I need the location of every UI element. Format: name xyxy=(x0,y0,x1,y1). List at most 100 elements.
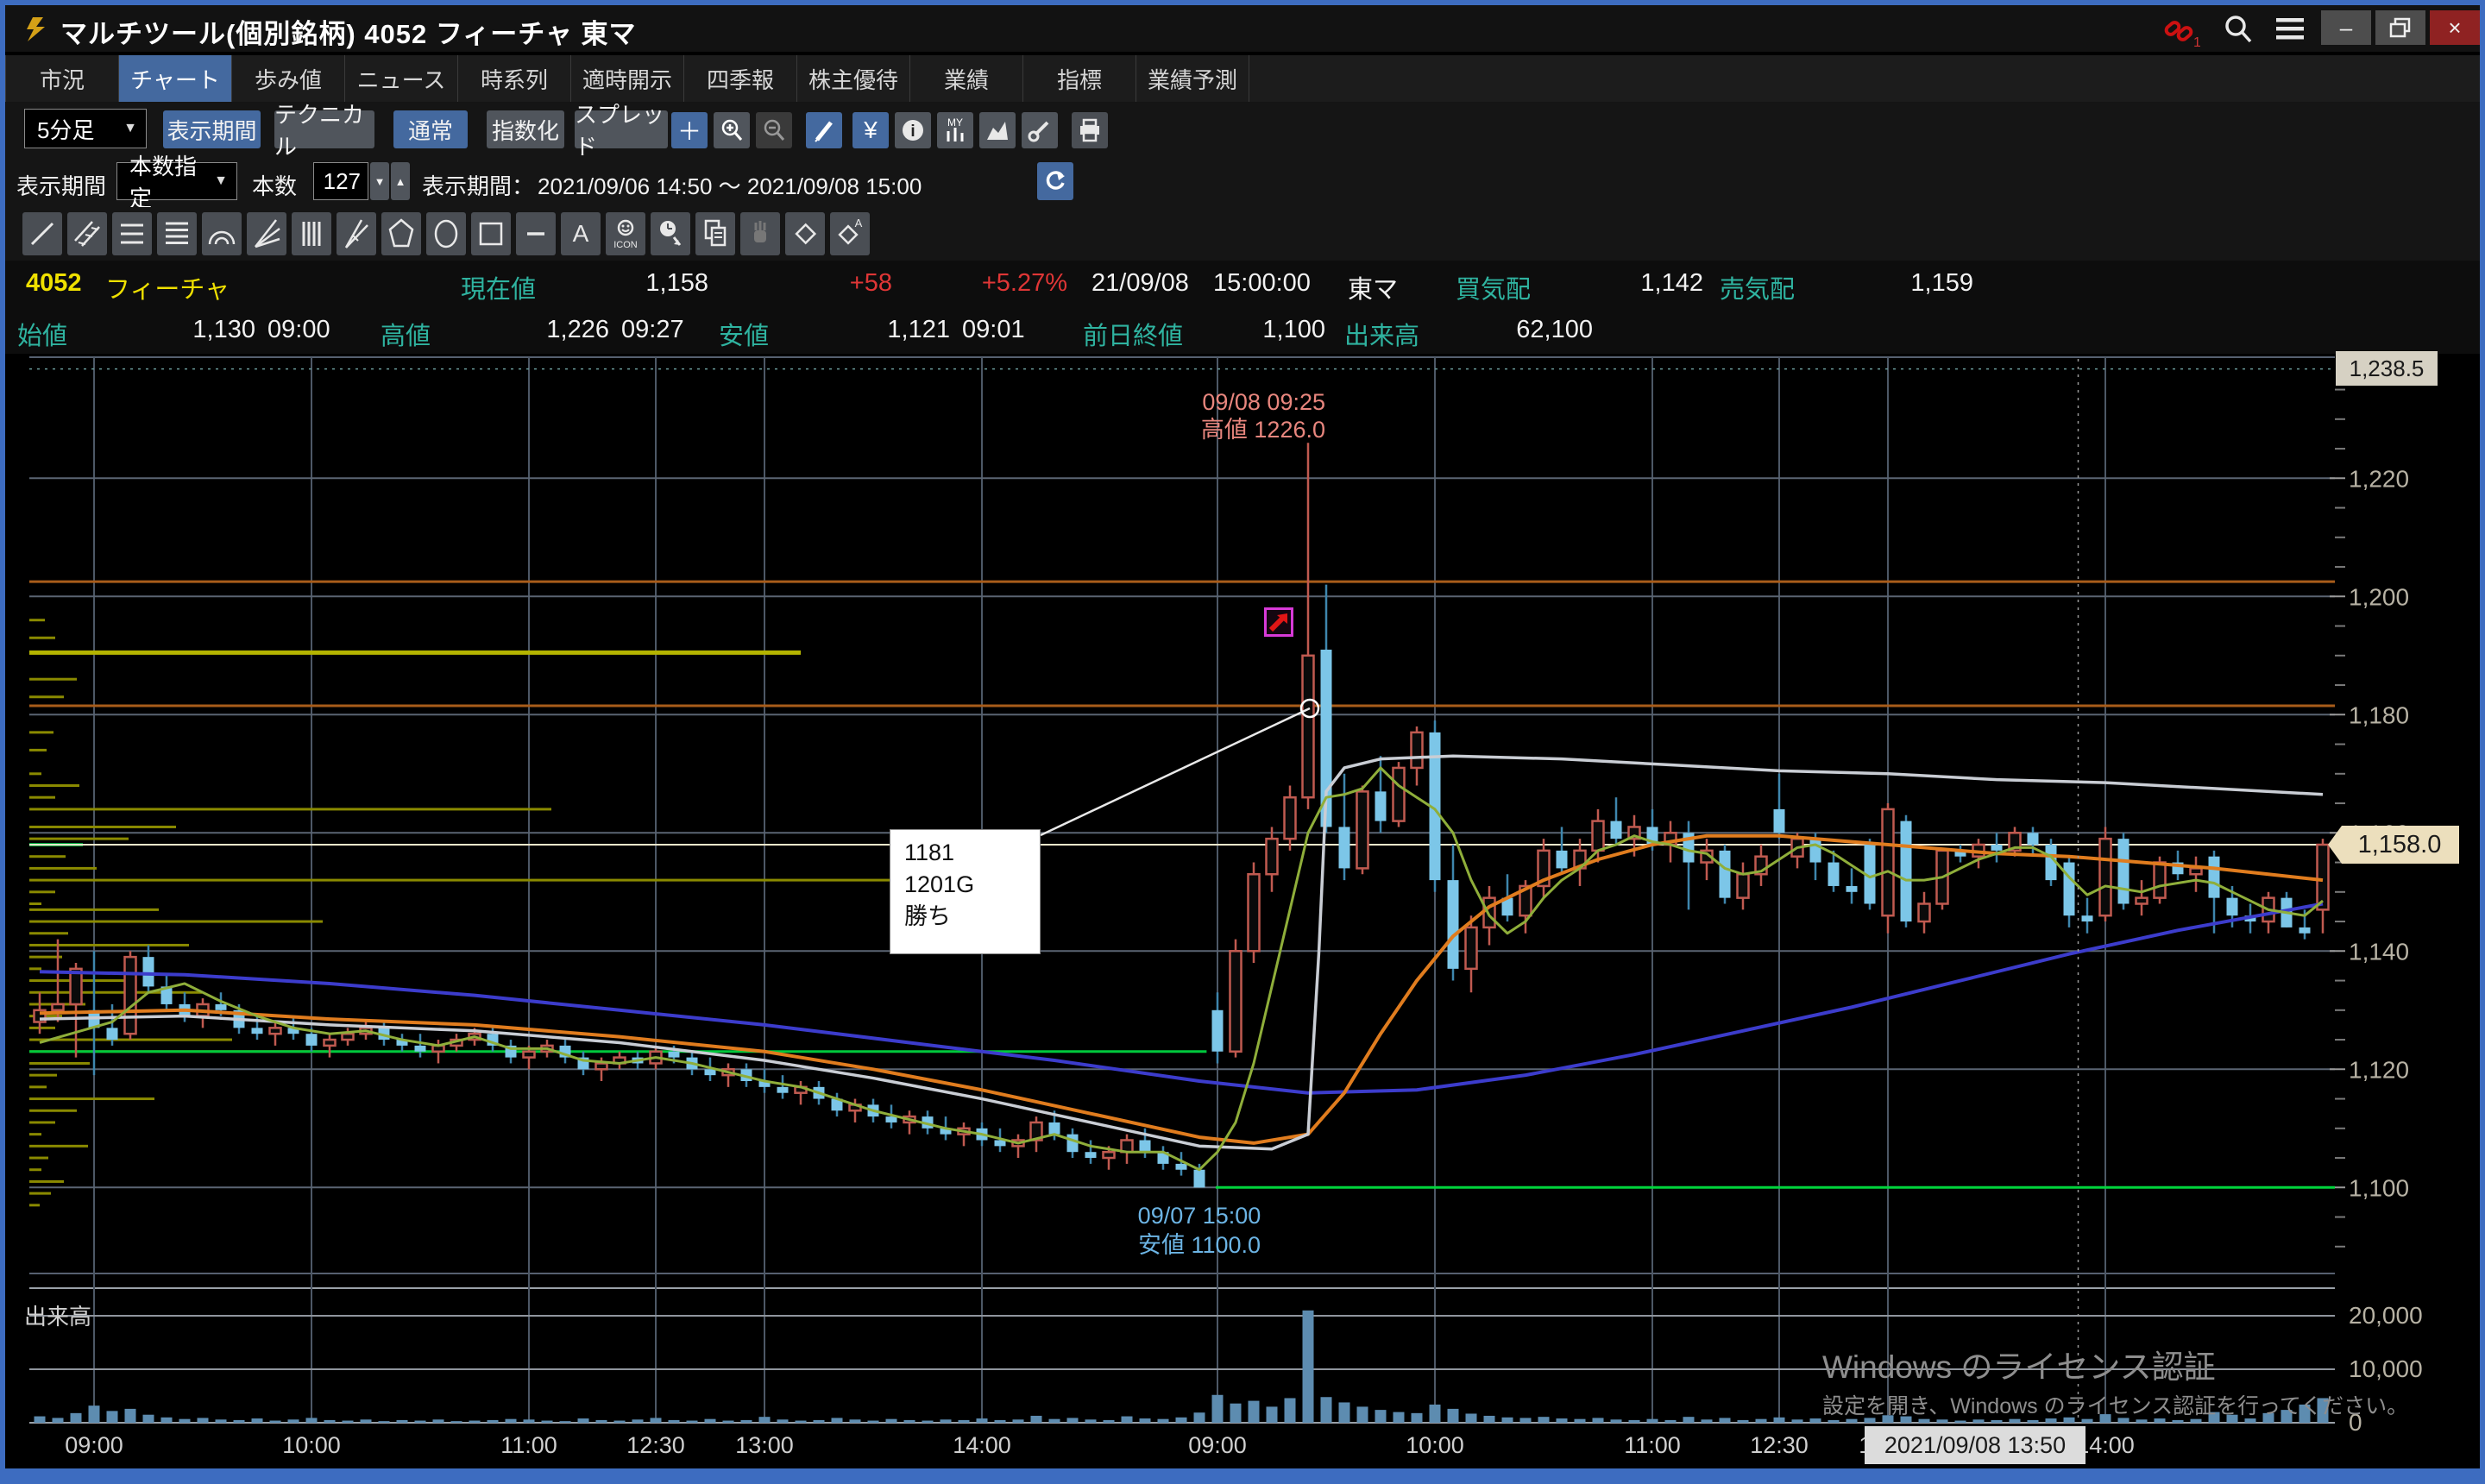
timeframe-select[interactable]: 5分足 ▼ xyxy=(24,109,147,148)
svg-text:1,100: 1,100 xyxy=(2349,1174,2409,1201)
svg-text:1,180: 1,180 xyxy=(2349,701,2409,728)
tab-1[interactable]: 市況 xyxy=(5,55,119,102)
my-chart-icon[interactable]: MY xyxy=(937,112,973,148)
link-icon[interactable]: 1 xyxy=(2162,14,2200,48)
svg-text:安値 1100.0: 安値 1100.0 xyxy=(1138,1232,1261,1258)
vertical-lines-tool[interactable] xyxy=(292,212,331,255)
rectangle-tool[interactable] xyxy=(471,212,511,255)
horizontal-segment-tool[interactable] xyxy=(516,212,556,255)
open-label: 始値 xyxy=(17,323,68,350)
svg-text:1,200: 1,200 xyxy=(2349,583,2409,610)
ellipse-tool[interactable] xyxy=(426,212,466,255)
search-icon[interactable] xyxy=(2221,12,2255,47)
svg-text:高値 1226.0: 高値 1226.0 xyxy=(1201,417,1325,443)
count-down-button[interactable]: ▼ xyxy=(370,162,389,200)
svg-text:09:00: 09:00 xyxy=(1188,1432,1247,1458)
svg-text:13:00: 13:00 xyxy=(735,1432,794,1458)
tab-7[interactable]: 四季報 xyxy=(684,55,797,102)
drawing-toolbar: A ICON A xyxy=(5,207,2480,261)
chart-canvas[interactable]: 09:00 10:00 11:00 12:30 13:00 14:00 09:00 10:00… xyxy=(5,5,2485,1484)
pitchfork-tool[interactable] xyxy=(337,212,376,255)
tab-3[interactable]: 歩み値 xyxy=(232,55,345,102)
restore-button[interactable] xyxy=(2375,10,2425,45)
market-name: 東マ xyxy=(1348,276,1399,304)
low-label: 安値 xyxy=(719,323,770,350)
svg-text:09/08 09:25: 09/08 09:25 xyxy=(1202,389,1325,415)
eraser-all-tool[interactable]: A xyxy=(830,212,870,255)
stock-name: フィーチャ xyxy=(105,276,230,304)
prev-close-value: 1,100 xyxy=(1262,316,1325,343)
count-up-button[interactable]: ▲ xyxy=(391,162,410,200)
chevron-down-icon: ▼ xyxy=(123,121,137,135)
tab-8[interactable]: 株主優待 xyxy=(797,55,910,102)
menu-icon[interactable] xyxy=(2273,14,2307,45)
windows-activation-watermark: Windows のライセンス認証 xyxy=(1822,1349,2216,1385)
wrench-icon[interactable] xyxy=(1022,112,1058,148)
high-value: 1,226 xyxy=(546,316,609,343)
svg-text:14:00: 14:00 xyxy=(2076,1432,2135,1458)
low-value: 1,121 xyxy=(887,316,950,343)
quote-date: 21/09/08 xyxy=(1092,269,1189,297)
minimize-button[interactable]: – xyxy=(2321,10,2371,45)
range-value: 2021/09/06 14:50 ～ 2021/09/08 15:00 xyxy=(538,173,922,199)
printer-icon[interactable] xyxy=(1072,112,1108,148)
tab-10[interactable]: 指標 xyxy=(1023,55,1136,102)
eraser-tool[interactable] xyxy=(785,212,825,255)
up-arrow-marker[interactable] xyxy=(1264,607,1293,637)
crosshair-plus-icon[interactable]: ＋ xyxy=(671,112,708,148)
open-value: 1,130 xyxy=(192,316,255,343)
indexed-button[interactable]: 指数化 xyxy=(487,110,564,148)
close-button[interactable]: × xyxy=(2430,10,2480,45)
display-period-label: 表示期間 xyxy=(16,173,107,199)
display-period-button[interactable]: 表示期間 xyxy=(163,110,261,148)
icon-stamp-tool[interactable]: ICON xyxy=(606,212,645,255)
info-icon[interactable]: i xyxy=(895,112,931,148)
time-cycle-tool[interactable] xyxy=(651,212,690,255)
svg-text:i: i xyxy=(910,123,915,141)
polygon-tool[interactable] xyxy=(381,212,421,255)
period-mode-select[interactable]: 本数指定 ▼ xyxy=(116,154,237,211)
last-value: 1,158 xyxy=(645,269,708,297)
svg-text:A: A xyxy=(573,220,589,247)
count-input[interactable]: 127 xyxy=(313,162,368,200)
svg-text:MY: MY xyxy=(947,116,963,129)
pin-icon xyxy=(27,17,45,41)
zoom-out-icon[interactable] xyxy=(756,112,792,148)
horizontal-lines4-tool[interactable] xyxy=(157,212,197,255)
pencil-icon[interactable] xyxy=(806,112,842,148)
normal-button[interactable]: 通常 xyxy=(393,110,468,148)
title-bar[interactable]: マルチツール(個別銘柄) 4052 フィーチャ 東マ 1 – × xyxy=(5,5,2480,52)
count-label: 本数 xyxy=(252,173,298,199)
note-annotation[interactable]: 1181 1201G 勝ち xyxy=(890,829,1041,954)
svg-text:0: 0 xyxy=(2349,1409,2362,1436)
hand-tool[interactable] xyxy=(740,212,780,255)
tab-5[interactable]: 時系列 xyxy=(458,55,571,102)
area-chart-icon[interactable] xyxy=(979,112,1016,148)
tab-2[interactable]: チャート xyxy=(119,55,232,102)
tab-9[interactable]: 業績 xyxy=(910,55,1023,102)
zoom-in-icon[interactable] xyxy=(714,112,750,148)
tab-11[interactable]: 業績予測 xyxy=(1136,55,1249,102)
tab-4[interactable]: ニュース xyxy=(345,55,458,102)
trend-line-tool[interactable] xyxy=(22,212,62,255)
horizontal-lines3-tool[interactable] xyxy=(112,212,152,255)
tab-bar: 市況 チャート 歩み値 ニュース 時系列 適時開示 四季報 株主優待 業績 指標 業績予測 xyxy=(5,55,2480,102)
fibonacci-arc-tool[interactable] xyxy=(202,212,242,255)
svg-text:10:00: 10:00 xyxy=(282,1432,341,1458)
stock-code: 4052 xyxy=(26,269,82,297)
tab-6[interactable]: 適時開示 xyxy=(571,55,684,102)
yen-icon[interactable]: ¥ xyxy=(852,112,889,148)
svg-text:ICON: ICON xyxy=(613,240,638,250)
fan-lines-tool[interactable] xyxy=(247,212,286,255)
copy-tool[interactable] xyxy=(695,212,735,255)
svg-text:11:00: 11:00 xyxy=(1624,1432,1681,1458)
parallel-lines-tool[interactable] xyxy=(67,212,107,255)
svg-text:1: 1 xyxy=(2193,35,2200,48)
volume-label: 出来高 xyxy=(1344,323,1420,350)
reload-button[interactable] xyxy=(1037,162,1073,200)
svg-text:1,220: 1,220 xyxy=(2349,465,2409,492)
quote-row-ohlc: 始値 1,130 09:00 高値 1,226 09:27 安値 1,121 0… xyxy=(5,307,2480,354)
svg-text:10,000: 10,000 xyxy=(2349,1355,2423,1382)
text-tool[interactable]: A xyxy=(561,212,601,255)
